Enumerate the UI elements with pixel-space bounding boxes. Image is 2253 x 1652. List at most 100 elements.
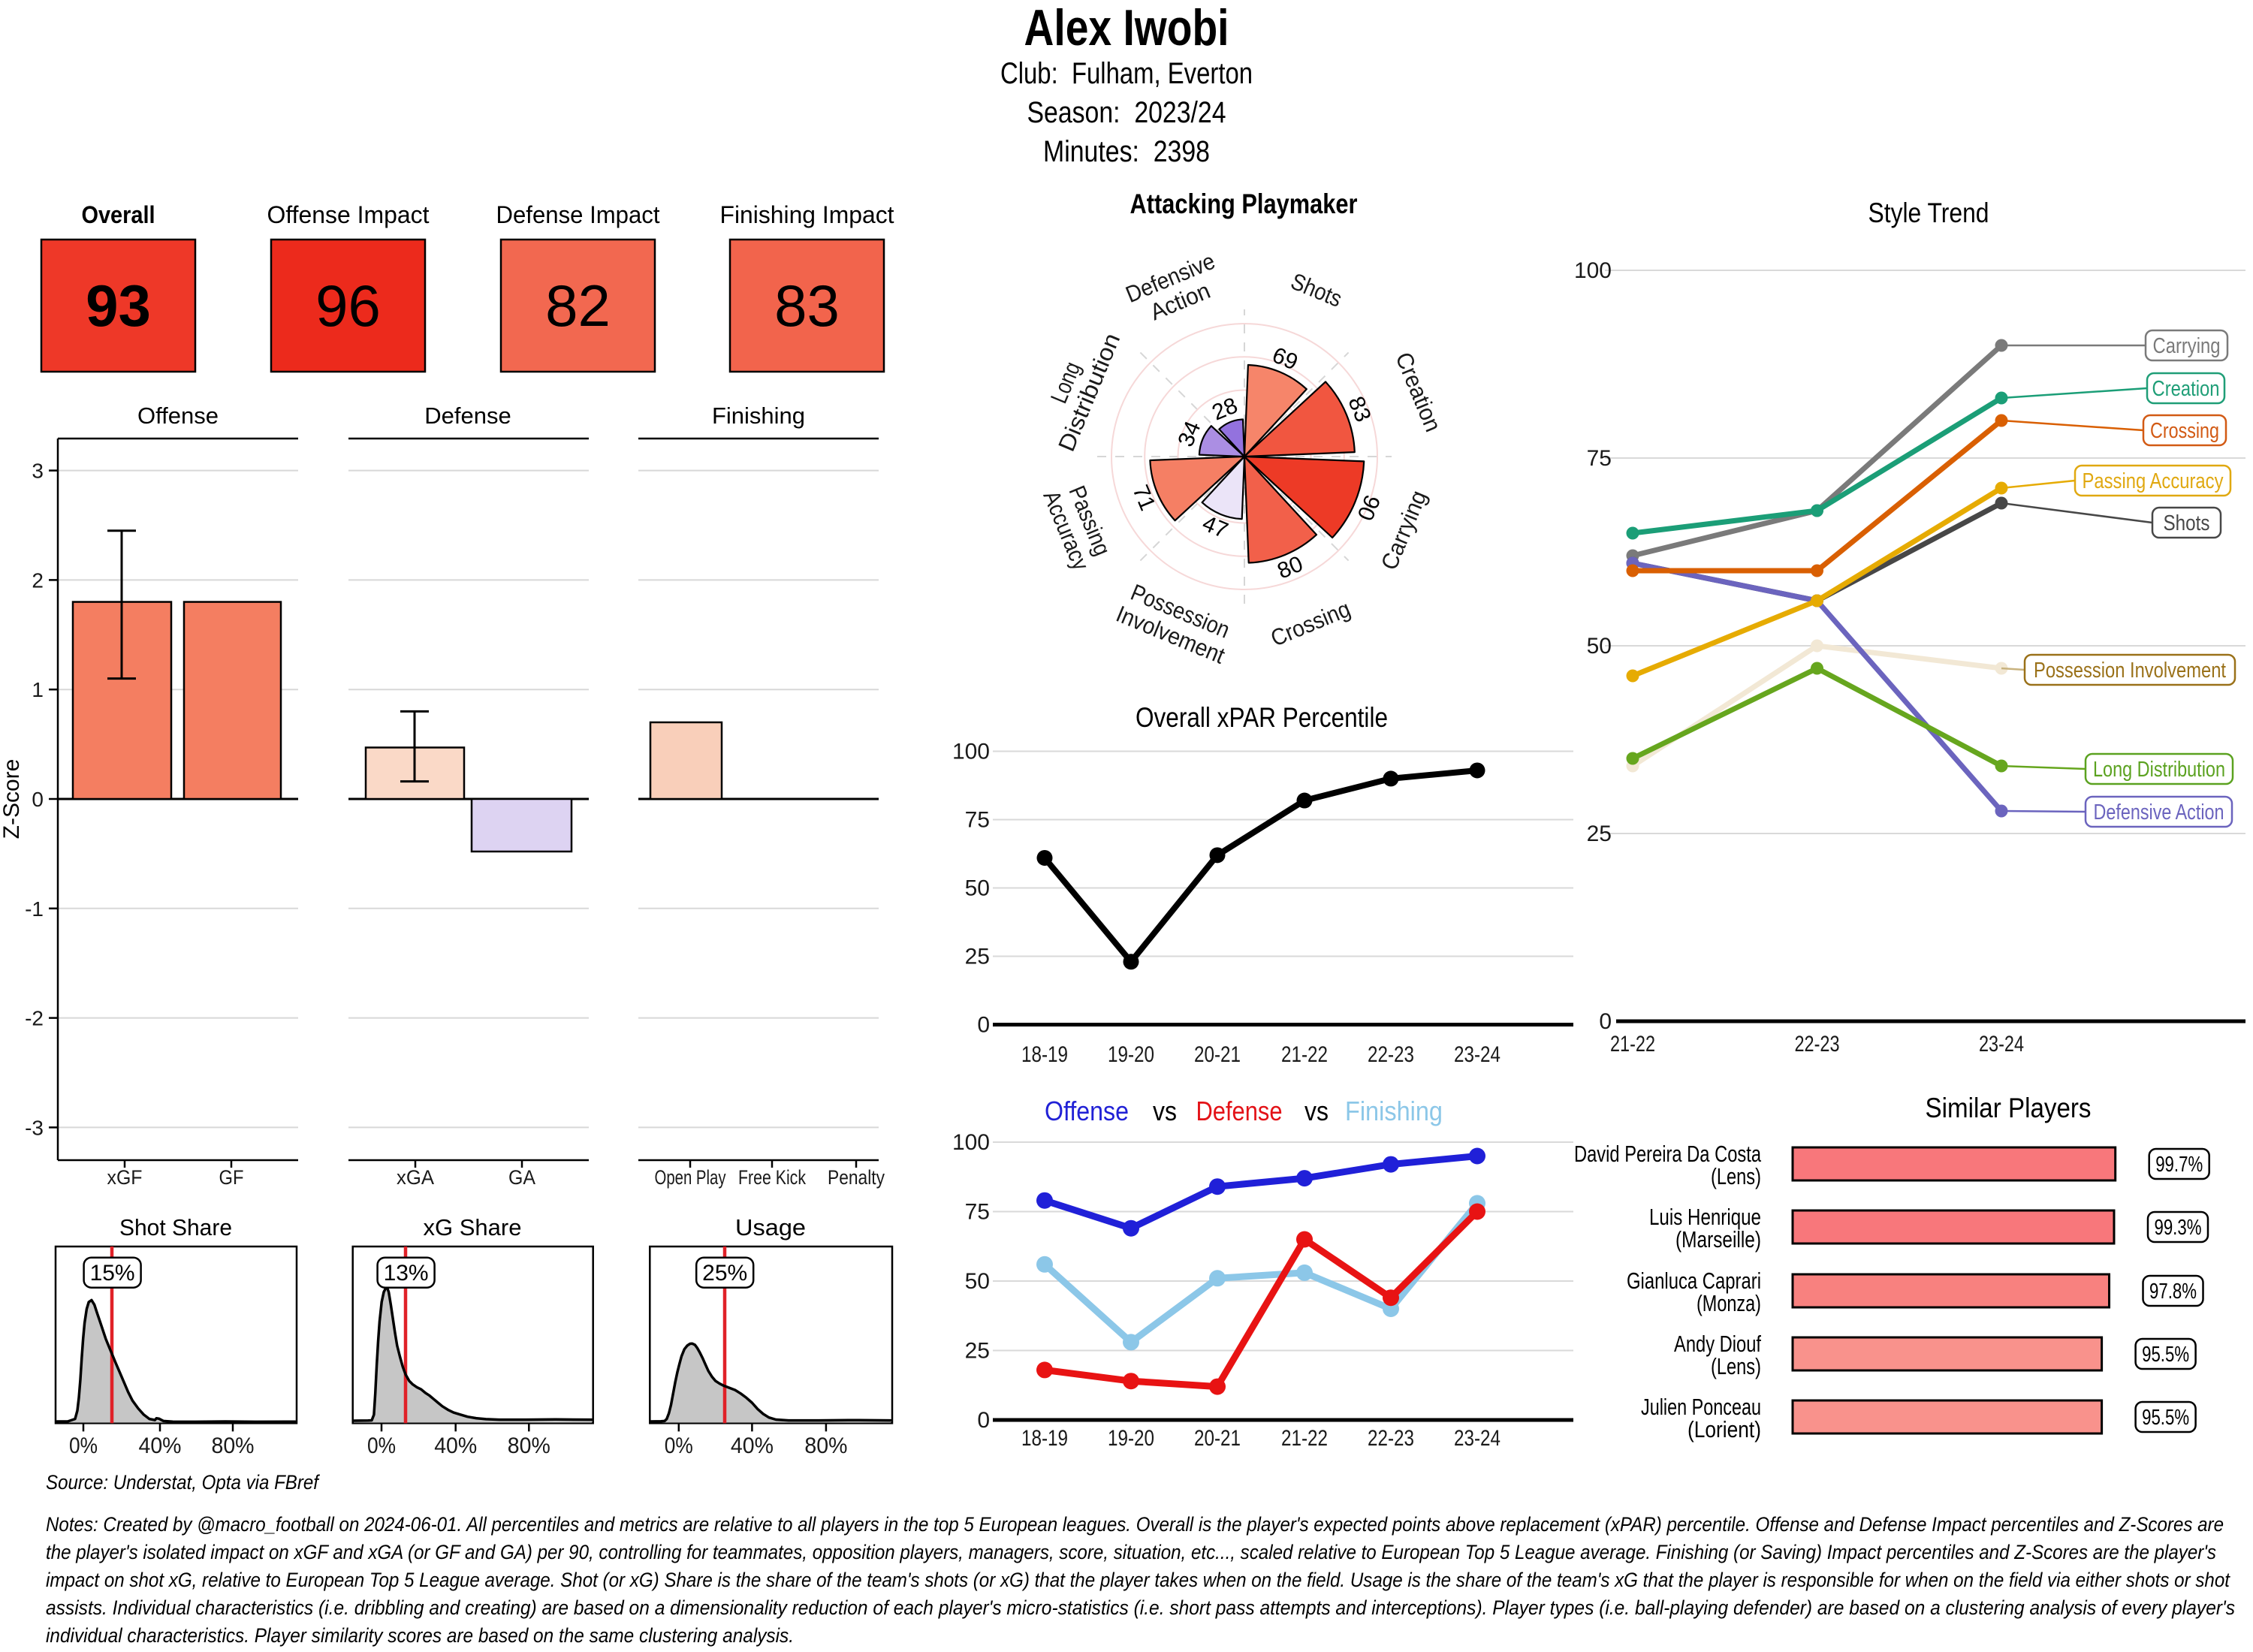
svg-text:Alex Iwobi: Alex Iwobi	[1024, 0, 1229, 56]
svg-text:96: 96	[315, 273, 381, 339]
svg-text:50: 50	[1587, 634, 1612, 659]
svg-text:Defense: Defense	[1196, 1096, 1283, 1126]
svg-text:20-21: 20-21	[1194, 1042, 1241, 1067]
svg-text:1: 1	[32, 678, 44, 701]
svg-text:vs: vs	[1304, 1096, 1329, 1126]
svg-text:0: 0	[32, 788, 44, 811]
svg-text:Z-Score: Z-Score	[0, 759, 24, 840]
svg-text:Andy Diouf: Andy Diouf	[1674, 1331, 1761, 1357]
svg-text:0: 0	[977, 1408, 990, 1433]
svg-text:22-23: 22-23	[1368, 1042, 1414, 1067]
svg-text:GF: GF	[219, 1166, 244, 1189]
svg-text:Julien Ponceau: Julien Ponceau	[1641, 1394, 1761, 1420]
svg-text:Season: 2023/24: Season: 2023/24	[1027, 96, 1226, 129]
svg-text:Gianluca Caprari: Gianluca Caprari	[1627, 1268, 1761, 1294]
svg-text:Style Trend: Style Trend	[1868, 197, 1989, 228]
svg-text:Usage: Usage	[735, 1214, 806, 1241]
svg-text:Similar Players: Similar Players	[1926, 1093, 2092, 1123]
svg-text:75: 75	[1587, 446, 1612, 471]
svg-text:-2: -2	[25, 1007, 44, 1030]
svg-text:0%: 0%	[665, 1433, 693, 1458]
svg-text:3: 3	[32, 460, 44, 483]
svg-text:15%: 15%	[90, 1261, 135, 1286]
svg-text:23-24: 23-24	[1454, 1426, 1500, 1451]
svg-text:(Lens): (Lens)	[1711, 1353, 1761, 1379]
svg-text:Source: Understat, Opta via FB: Source: Understat, Opta via FBref	[46, 1471, 320, 1494]
svg-text:25%: 25%	[702, 1261, 747, 1286]
svg-text:(Lens): (Lens)	[1711, 1163, 1761, 1189]
svg-text:Possession Involvement: Possession Involvement	[2034, 659, 2226, 683]
svg-text:19-20: 19-20	[1108, 1042, 1154, 1067]
svg-text:xG Share: xG Share	[424, 1214, 522, 1241]
svg-text:40%: 40%	[139, 1433, 182, 1458]
svg-text:22-23: 22-23	[1795, 1032, 1840, 1057]
svg-text:25: 25	[965, 945, 990, 969]
svg-text:Defense: Defense	[424, 402, 511, 429]
svg-text:vs: vs	[1153, 1096, 1177, 1126]
svg-text:75: 75	[965, 808, 990, 833]
svg-text:18-19: 18-19	[1021, 1042, 1068, 1067]
svg-text:50: 50	[965, 1269, 990, 1294]
svg-text:25: 25	[965, 1339, 990, 1364]
svg-text:(Marseille): (Marseille)	[1675, 1226, 1761, 1253]
svg-text:Attacking Playmaker: Attacking Playmaker	[1130, 188, 1358, 219]
svg-text:23-24: 23-24	[1454, 1042, 1500, 1067]
svg-text:80%: 80%	[212, 1433, 255, 1458]
svg-text:Passing Accuracy: Passing Accuracy	[2083, 469, 2224, 493]
svg-text:0%: 0%	[69, 1433, 98, 1458]
svg-text:19-20: 19-20	[1108, 1426, 1154, 1451]
svg-text:25: 25	[1587, 821, 1612, 846]
svg-text:Offense: Offense	[1045, 1096, 1129, 1126]
svg-text:Long Distribution: Long Distribution	[2093, 758, 2225, 782]
svg-text:75: 75	[965, 1200, 990, 1225]
svg-text:21-22: 21-22	[1281, 1426, 1328, 1451]
svg-text:xGA: xGA	[397, 1166, 434, 1189]
svg-text:Offense: Offense	[137, 402, 219, 429]
svg-text:individual characteristics. Pl: individual characteristics. Player simil…	[46, 1624, 794, 1647]
svg-text:Defense Impact: Defense Impact	[496, 201, 660, 228]
svg-text:99.3%: 99.3%	[2154, 1216, 2201, 1240]
svg-text:50: 50	[965, 876, 990, 901]
svg-text:Carrying: Carrying	[2153, 334, 2221, 358]
svg-text:80%: 80%	[804, 1433, 847, 1458]
svg-text:Overall xPAR Percentile: Overall xPAR Percentile	[1136, 702, 1388, 733]
svg-text:40%: 40%	[434, 1433, 477, 1458]
svg-text:95.5%: 95.5%	[2142, 1343, 2189, 1367]
svg-text:Open Play: Open Play	[655, 1166, 726, 1189]
svg-text:22-23: 22-23	[1368, 1426, 1414, 1451]
svg-text:Shots: Shots	[2164, 511, 2210, 535]
svg-text:-1: -1	[25, 897, 44, 921]
svg-text:Minutes: 2398: Minutes: 2398	[1043, 135, 1210, 168]
svg-text:100: 100	[1574, 258, 1612, 283]
svg-text:Offense Impact: Offense Impact	[267, 201, 430, 228]
svg-text:97.8%: 97.8%	[2149, 1280, 2197, 1304]
svg-text:Overall: Overall	[82, 201, 155, 228]
svg-text:Free Kick: Free Kick	[738, 1166, 806, 1189]
svg-text:Notes: Created by @macro_footb: Notes: Created by @macro_football on 202…	[46, 1513, 2224, 1536]
svg-text:-3: -3	[25, 1116, 44, 1139]
svg-text:GA: GA	[508, 1166, 535, 1189]
svg-text:83: 83	[774, 273, 840, 339]
svg-text:20-21: 20-21	[1194, 1426, 1241, 1451]
svg-text:Penalty: Penalty	[828, 1166, 885, 1189]
svg-text:0%: 0%	[367, 1433, 396, 1458]
svg-text:impact on shot xG, relative to: impact on shot xG, relative to European …	[46, 1569, 2230, 1591]
svg-text:100: 100	[952, 740, 990, 764]
svg-text:Luis Henrique: Luis Henrique	[1649, 1204, 1761, 1230]
svg-text:the player's isolated impact o: the player's isolated impact on xGF and …	[46, 1541, 2216, 1563]
svg-text:21-22: 21-22	[1610, 1032, 1655, 1057]
svg-text:18-19: 18-19	[1021, 1426, 1068, 1451]
svg-text:13%: 13%	[384, 1261, 429, 1286]
svg-text:Crossing: Crossing	[2150, 419, 2219, 443]
svg-text:David Pereira Da Costa: David Pereira Da Costa	[1574, 1141, 1762, 1167]
svg-text:99.7%: 99.7%	[2155, 1153, 2203, 1177]
svg-text:Shot Share: Shot Share	[119, 1214, 232, 1241]
svg-text:95.5%: 95.5%	[2142, 1406, 2189, 1430]
svg-text:(Lorient): (Lorient)	[1687, 1416, 1761, 1442]
svg-text:Club: Fulham, Everton: Club: Fulham, Everton	[1000, 57, 1253, 90]
svg-text:Defensive Action: Defensive Action	[2094, 800, 2224, 824]
svg-text:93: 93	[86, 273, 151, 339]
svg-text:Finishing: Finishing	[712, 402, 805, 429]
svg-text:xGF: xGF	[107, 1166, 143, 1189]
svg-text:Finishing Impact: Finishing Impact	[720, 201, 894, 228]
